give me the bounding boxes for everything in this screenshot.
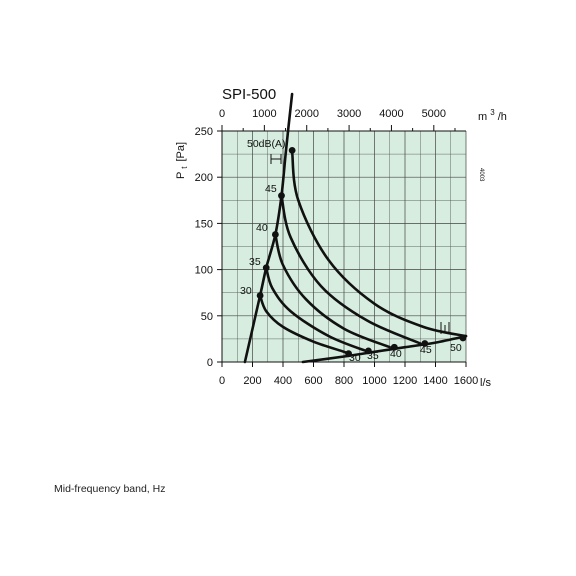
chart-title: SPI-500 <box>222 86 276 103</box>
y-tick-label: 150 <box>195 218 213 230</box>
curve-label-left: 45 <box>265 183 277 195</box>
footer-note: Mid-frequency band, Hz <box>54 483 166 495</box>
top-tick-label: 1000 <box>252 108 276 120</box>
y-axis-label: P t [Pa] <box>175 142 190 179</box>
operating-point <box>345 350 352 358</box>
x-tick-label: 1600 <box>454 375 478 387</box>
x-tick-label: 0 <box>219 375 225 387</box>
operating-point <box>262 264 270 272</box>
side-code: 4003 <box>478 168 484 182</box>
data-points <box>256 147 467 358</box>
curve-label-bottom: 30 <box>349 352 361 364</box>
x-tick-label: 1200 <box>393 375 417 387</box>
x-tick-label: 200 <box>243 375 261 387</box>
y-tick-label: 50 <box>201 311 213 323</box>
x-axis-unit: l/s <box>480 377 492 389</box>
y-axis-label-main: P <box>175 172 187 179</box>
operating-point <box>459 334 467 342</box>
curve-label-left: 35 <box>249 256 261 268</box>
system-resistance-curve <box>301 334 468 364</box>
sound-level-curve-50dB(A) <box>290 150 468 338</box>
x-tick-label: 600 <box>304 375 322 387</box>
operating-point <box>271 231 279 238</box>
curve-label-left: 30 <box>240 285 252 297</box>
top-axis-unit: m 3 /h <box>478 106 507 123</box>
operating-point <box>278 192 285 200</box>
top-tick-label: 2000 <box>294 108 318 120</box>
x-tick-label: 1000 <box>362 375 386 387</box>
operating-point <box>365 347 372 355</box>
curve-label-bottom: 40 <box>390 348 402 360</box>
sound-level-curve-35 <box>264 266 370 354</box>
x-tick-label: 1400 <box>423 375 447 387</box>
top-axis-unit-base: m <box>478 111 487 123</box>
y-axis-label-unit: [Pa] <box>175 142 187 162</box>
sound-level-curve-30 <box>258 294 350 355</box>
top-axis-unit-exp: 3 <box>490 108 495 117</box>
curve-labels: 30 35 40 45 50dB(A) 30 35 40 45 50 <box>240 138 462 364</box>
operating-point <box>256 292 264 299</box>
x-tick-label: 800 <box>335 375 353 387</box>
operating-point <box>288 147 296 154</box>
y-tick-label: 0 <box>207 357 213 369</box>
curve-label-bottom: 45 <box>420 344 432 356</box>
curve-label-left: 40 <box>256 222 268 234</box>
operating-point <box>421 340 429 347</box>
y-tick-label: 250 <box>195 126 213 138</box>
top-tick-label: 4000 <box>379 108 403 120</box>
curve-label-left: 50dB(A) <box>247 138 286 150</box>
sound-level-curve-40 <box>274 233 392 349</box>
y-tick-label: 100 <box>195 265 213 277</box>
svg-text:P t [Pa]: P t [Pa] <box>175 142 190 179</box>
y-axis-label-sub: t <box>180 166 189 169</box>
curve-label-bottom: 50 <box>450 342 462 354</box>
operating-point <box>390 343 398 351</box>
top-tick-label: 3000 <box>337 108 361 120</box>
curve-label-bottom: 35 <box>367 350 379 362</box>
x-tick-label: 400 <box>274 375 292 387</box>
sound-level-curve-45 <box>280 194 422 345</box>
top-tick-label: 5000 <box>422 108 446 120</box>
top-axis-unit-suffix: /h <box>498 111 507 123</box>
top-tick-label: 0 <box>219 108 225 120</box>
y-tick-label: 200 <box>195 172 213 184</box>
